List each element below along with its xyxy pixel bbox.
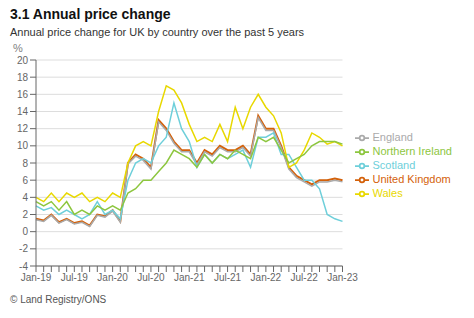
svg-text:Jan-23: Jan-23 bbox=[327, 272, 358, 283]
html-text:Annual price change for UK by: Annual price change for UK by country ov… bbox=[10, 26, 305, 38]
html-text:Wales: Wales bbox=[372, 187, 403, 200]
svg-text:-2: -2 bbox=[19, 243, 28, 254]
svg-text:Jan-19: Jan-19 bbox=[21, 272, 52, 283]
svg-text:Jan-21: Jan-21 bbox=[174, 272, 205, 283]
svg-text:-4: -4 bbox=[19, 261, 28, 272]
html-text:United Kingdom: United Kingdom bbox=[372, 173, 451, 185]
svg-text:Jul-21: Jul-21 bbox=[214, 272, 242, 283]
svg-text:16: 16 bbox=[17, 89, 29, 100]
svg-text:%: % bbox=[13, 42, 23, 54]
svg-text:12: 12 bbox=[17, 123, 29, 134]
html-text:3.1 Annual price change: 3.1 Annual price change bbox=[10, 6, 171, 22]
svg-text:Jul-20: Jul-20 bbox=[137, 272, 165, 283]
svg-text:20: 20 bbox=[17, 55, 29, 66]
svg-text:6: 6 bbox=[22, 175, 28, 186]
svg-text:18: 18 bbox=[17, 72, 29, 83]
svg-text:Jan-22: Jan-22 bbox=[251, 272, 282, 283]
svg-text:8: 8 bbox=[22, 158, 28, 169]
html-text:© Land Registry/ONS: © Land Registry/ONS bbox=[10, 294, 107, 305]
svg-text:0: 0 bbox=[22, 226, 28, 237]
html-text:Scotland: Scotland bbox=[372, 159, 416, 171]
svg-text:10: 10 bbox=[17, 140, 29, 151]
svg-text:Jan-20: Jan-20 bbox=[97, 272, 128, 283]
svg-text:Jul-19: Jul-19 bbox=[61, 272, 89, 283]
svg-text:4: 4 bbox=[22, 192, 28, 203]
svg-text:2: 2 bbox=[22, 209, 28, 220]
html-text:Northern Ireland: Northern Ireland bbox=[372, 144, 452, 157]
svg-text:Jul-22: Jul-22 bbox=[291, 272, 319, 283]
svg-text:14: 14 bbox=[17, 106, 29, 117]
html-text:England: England bbox=[372, 130, 413, 143]
